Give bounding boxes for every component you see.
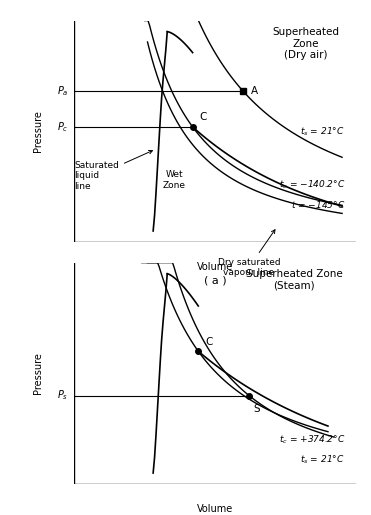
- Text: $t_c$ = −140.2°C: $t_c$ = −140.2°C: [279, 178, 345, 191]
- Text: Wet
Zone: Wet Zone: [163, 170, 186, 190]
- Text: C: C: [200, 112, 207, 123]
- Text: C: C: [205, 337, 213, 347]
- Text: Saturated
liquid
line: Saturated liquid line: [74, 150, 152, 191]
- Text: Dry saturated
vapour line: Dry saturated vapour line: [218, 230, 280, 277]
- Text: A: A: [250, 87, 257, 96]
- Text: $t_s$ = 21°C: $t_s$ = 21°C: [301, 125, 345, 138]
- Text: Pressure: Pressure: [33, 352, 43, 394]
- Text: Superheated Zone
(Steam): Superheated Zone (Steam): [246, 269, 342, 291]
- Text: S: S: [253, 404, 260, 415]
- Text: $t_c$ = +374.2°C: $t_c$ = +374.2°C: [279, 434, 345, 446]
- Text: ( a ): ( a ): [204, 275, 226, 285]
- Text: $P_c$: $P_c$: [57, 120, 69, 134]
- Text: Volume: Volume: [197, 262, 233, 272]
- Text: Superheated
Zone
(Dry air): Superheated Zone (Dry air): [272, 27, 339, 60]
- Text: Volume: Volume: [197, 504, 233, 514]
- Text: $P_a$: $P_a$: [57, 84, 69, 98]
- Text: $t$ = −145°C: $t$ = −145°C: [290, 199, 345, 210]
- Text: $P_s$: $P_s$: [57, 389, 69, 402]
- Text: Pressure: Pressure: [33, 110, 43, 152]
- Text: $t_s$ = 21°C: $t_s$ = 21°C: [301, 454, 345, 466]
